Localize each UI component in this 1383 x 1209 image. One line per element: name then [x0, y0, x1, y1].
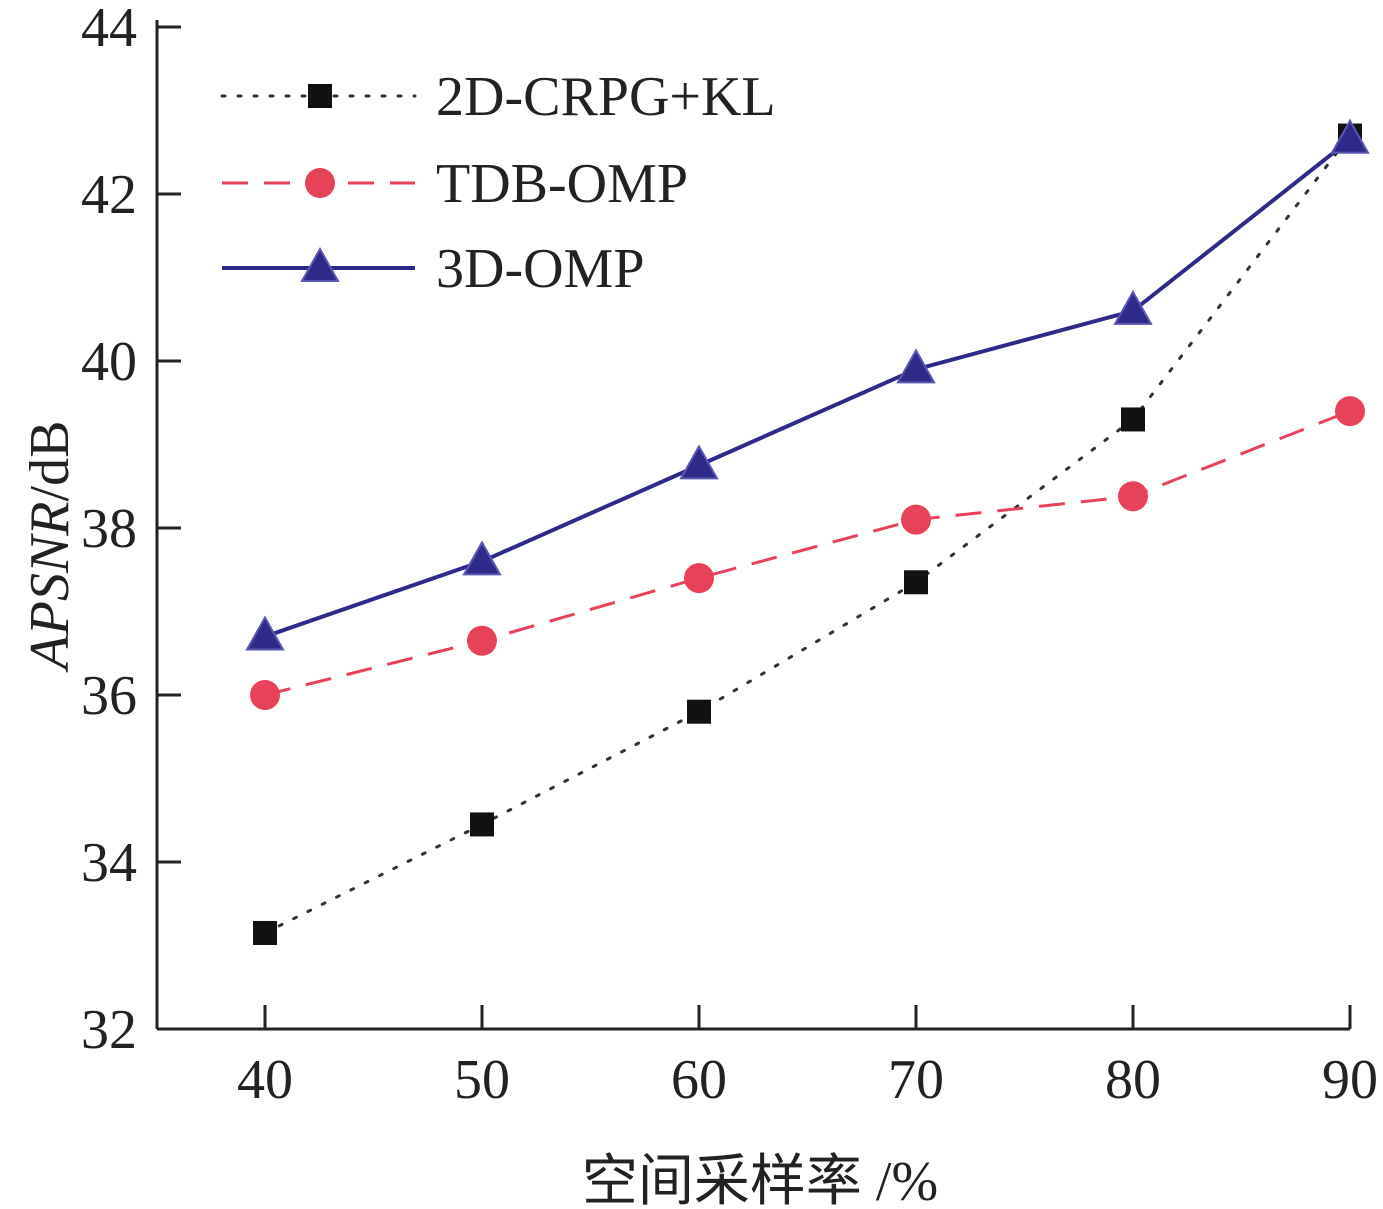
data-point [904, 570, 928, 595]
legend-marker [308, 84, 332, 108]
x-axis-title: 空间采样率 /% [582, 1151, 938, 1209]
data-point [462, 540, 502, 576]
y-tick-label: 32 [81, 999, 137, 1061]
y-axis-title-unit: /dB [19, 421, 81, 502]
y-tick-label: 38 [81, 498, 137, 560]
x-tick-label: 90 [1322, 1049, 1378, 1111]
data-point [684, 563, 714, 594]
legend-label: TDB-OMP [436, 153, 688, 215]
legend-label: 3D-OMP [436, 238, 644, 300]
x-tick-label: 40 [237, 1049, 293, 1111]
data-point [470, 812, 494, 837]
legend-item: TDB-OMP [222, 153, 688, 215]
data-point [901, 504, 931, 535]
x-tick-label: 70 [888, 1049, 944, 1111]
x-ticks: 40 50 60 70 80 90 [237, 1005, 1378, 1111]
data-point [1330, 118, 1370, 154]
legend-item: 2D-CRPG+KL [220, 66, 776, 128]
data-point [687, 699, 711, 724]
series-layer [245, 118, 1370, 945]
series-0 [253, 123, 1362, 945]
y-ticks: 32 34 36 38 40 42 44 [81, 0, 181, 1061]
series-line [263, 134, 1352, 935]
data-point [1118, 481, 1148, 512]
axes [155, 20, 1350, 1031]
data-point [896, 348, 936, 384]
y-tick-label: 36 [81, 665, 137, 727]
legend-marker [300, 246, 340, 282]
y-axis-title-main: APSNR [19, 501, 81, 673]
data-point [250, 680, 280, 710]
legend-marker [305, 168, 335, 198]
data-point [1113, 289, 1153, 325]
series-line [264, 409, 1351, 697]
x-tick-label: 60 [671, 1049, 727, 1111]
legend-item: 3D-OMP [222, 238, 644, 300]
data-point [253, 920, 277, 945]
y-axis-title: APSNR/dB [19, 421, 81, 674]
series-1 [250, 396, 1365, 710]
data-point [679, 444, 719, 480]
data-point [1121, 407, 1145, 432]
series-line [264, 138, 1352, 639]
series-2 [245, 118, 1370, 651]
y-tick-label: 34 [81, 832, 137, 894]
y-tick-label: 40 [81, 331, 137, 393]
data-point [1335, 396, 1365, 427]
legend: 2D-CRPG+KL TDB-OMP 3D-OMP [220, 66, 776, 300]
x-tick-label: 80 [1105, 1049, 1161, 1111]
legend-label: 2D-CRPG+KL [436, 66, 776, 128]
x-tick-label: 50 [454, 1049, 510, 1111]
y-tick-label: 42 [81, 164, 137, 226]
data-point [245, 615, 285, 651]
data-point [467, 625, 497, 656]
y-tick-label: 44 [81, 0, 137, 59]
